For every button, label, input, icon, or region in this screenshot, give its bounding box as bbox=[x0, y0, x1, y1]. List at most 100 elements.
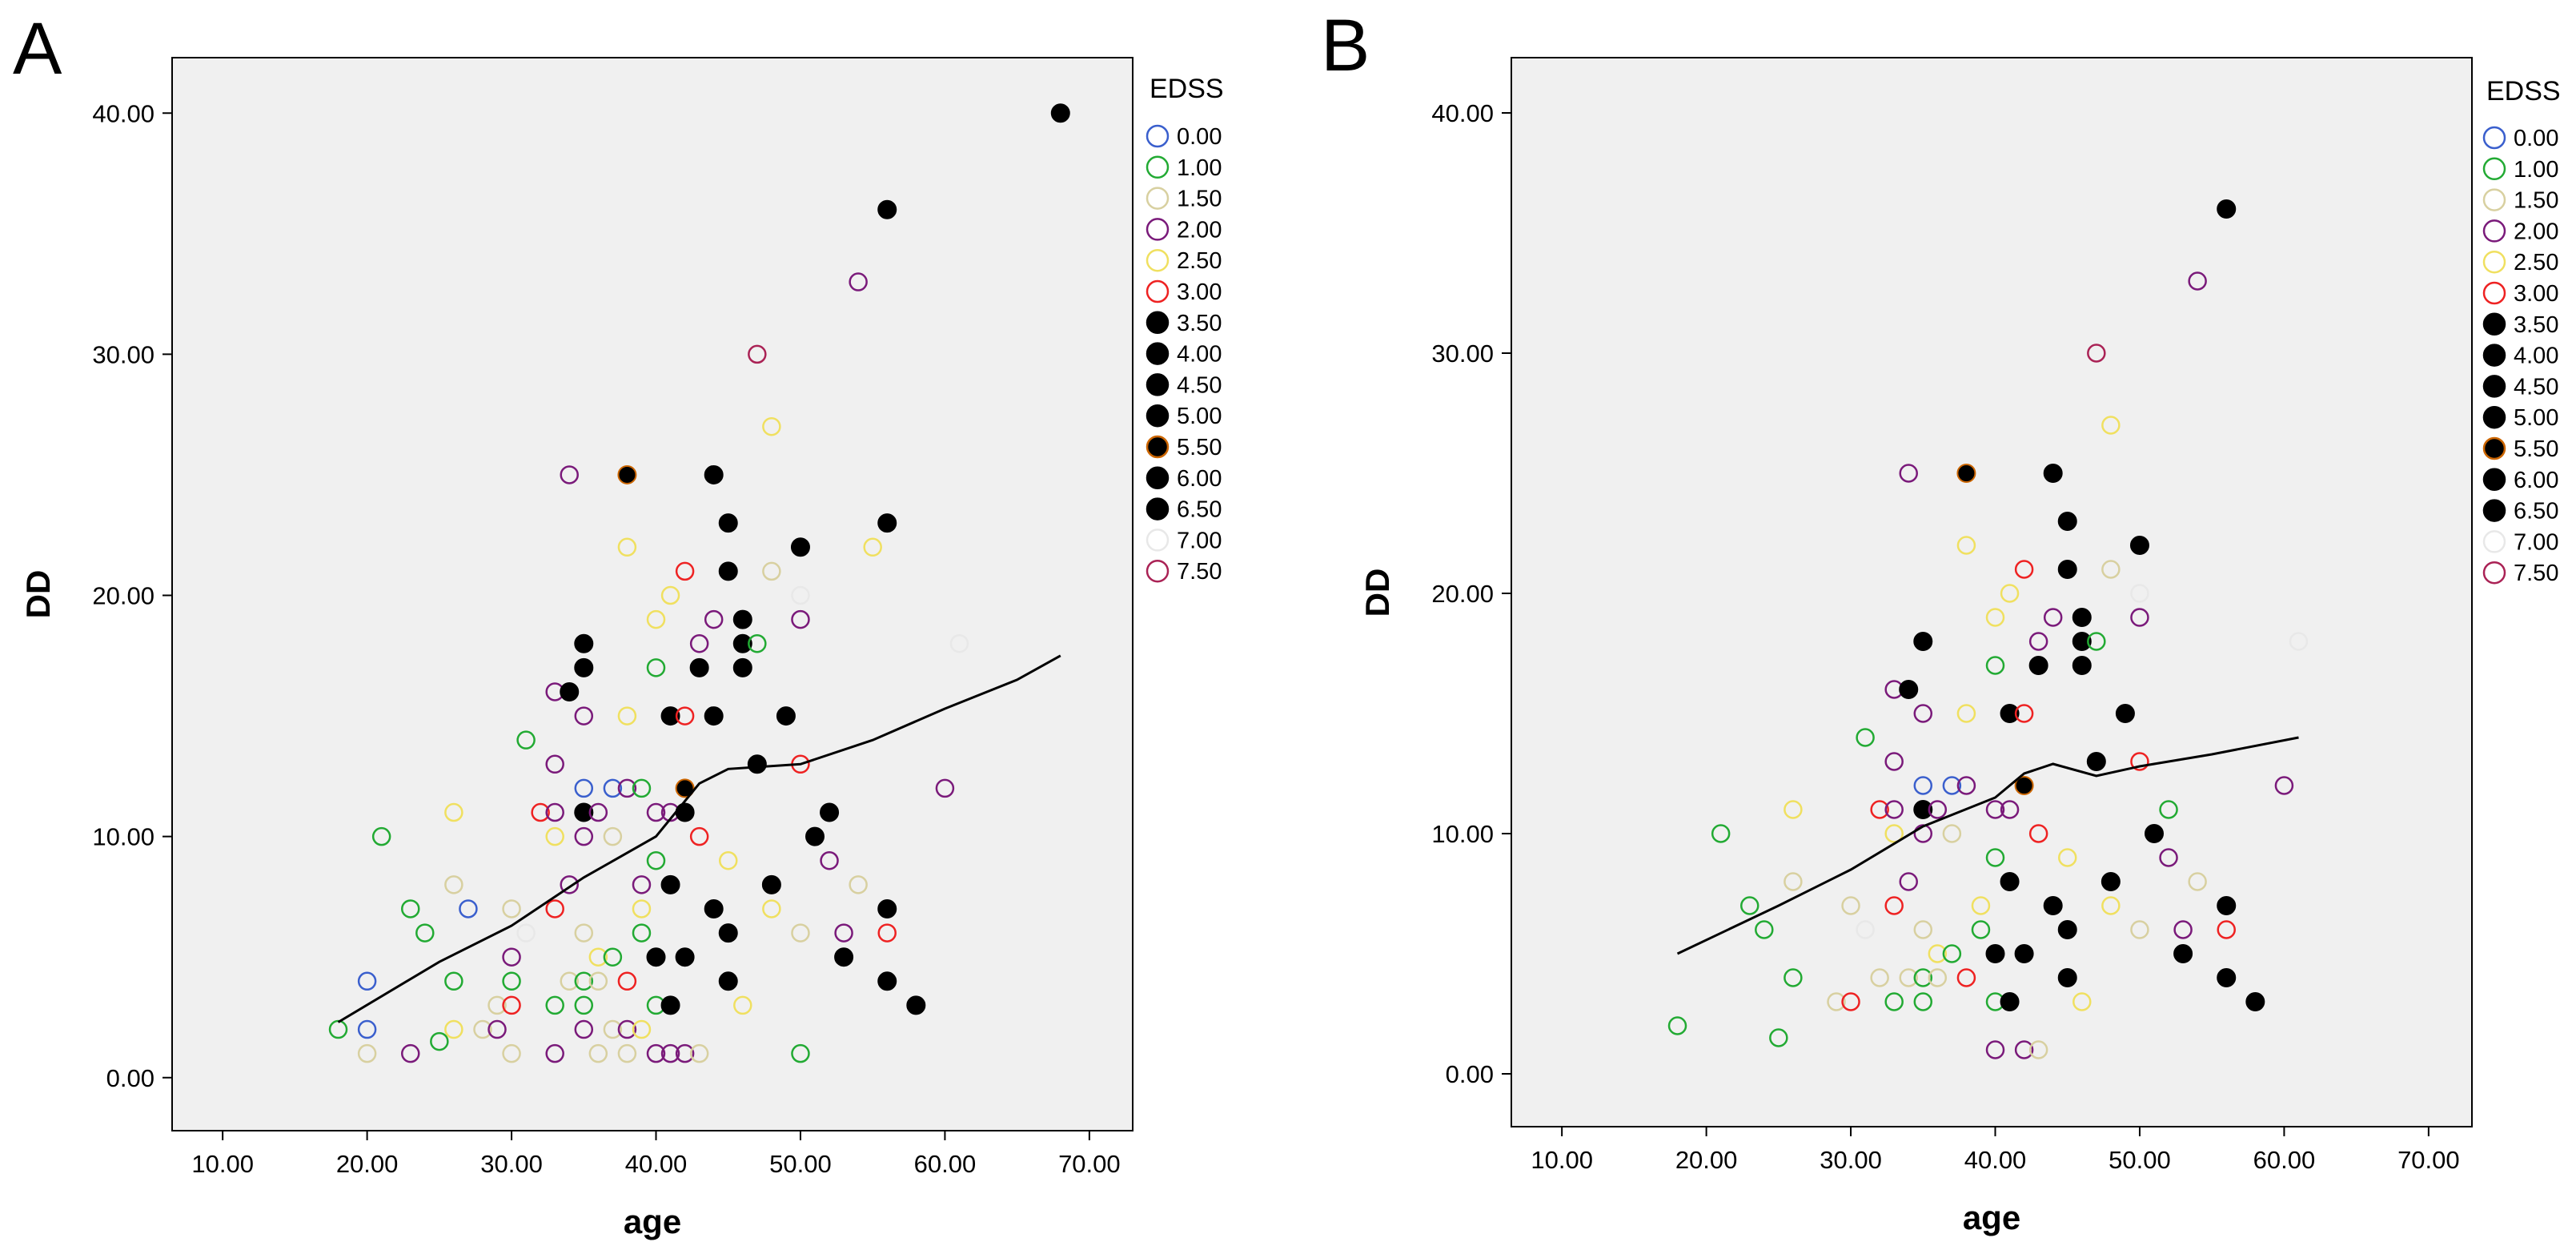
legend-label: 7.50 bbox=[1177, 559, 1222, 585]
data-point bbox=[574, 778, 594, 798]
data-point bbox=[2028, 656, 2048, 675]
data-point bbox=[632, 778, 652, 798]
legend-marker bbox=[1146, 404, 1170, 428]
data-point bbox=[400, 899, 420, 918]
y-tick-label: 10.00 bbox=[1431, 820, 1494, 848]
data-point bbox=[603, 778, 623, 798]
data-point bbox=[2057, 920, 2077, 939]
legend-marker bbox=[2482, 344, 2506, 367]
fit-line-a bbox=[337, 654, 1061, 1023]
data-point bbox=[2000, 800, 2020, 819]
legend-marker bbox=[1146, 497, 1170, 520]
legend-marker bbox=[2482, 281, 2506, 305]
data-point bbox=[2072, 992, 2092, 1011]
plot-area-a bbox=[171, 57, 1134, 1131]
data-point bbox=[877, 513, 897, 533]
x-tick-label: 30.00 bbox=[1820, 1146, 1882, 1174]
data-point bbox=[632, 899, 652, 918]
data-point bbox=[1884, 896, 1904, 915]
data-point bbox=[704, 706, 724, 726]
data-point bbox=[733, 995, 752, 1015]
legend-label: 1.50 bbox=[2514, 188, 2558, 214]
data-point bbox=[761, 874, 781, 894]
data-point bbox=[1841, 992, 1860, 1011]
data-point bbox=[1913, 920, 1933, 939]
legend-label: 7.50 bbox=[2514, 561, 2558, 586]
legend-label: 6.00 bbox=[2514, 468, 2558, 493]
data-point bbox=[545, 1043, 564, 1063]
data-point bbox=[1985, 1040, 2005, 1059]
legend-marker bbox=[2482, 312, 2506, 336]
data-point bbox=[488, 995, 507, 1015]
data-point bbox=[1711, 824, 1731, 843]
data-point bbox=[1899, 968, 1918, 987]
x-tick-label: 50.00 bbox=[769, 1150, 832, 1178]
data-point bbox=[2014, 776, 2034, 795]
y-axis-ticks-a: 0.00 10.00 20.00 30.00 40.00 bbox=[92, 99, 172, 1092]
data-point bbox=[1884, 824, 1904, 843]
data-point bbox=[1942, 824, 1962, 843]
data-point bbox=[877, 971, 897, 991]
data-point bbox=[704, 464, 724, 484]
data-point bbox=[1956, 464, 1976, 483]
legend-marker bbox=[1146, 342, 1170, 365]
data-point bbox=[1884, 800, 1904, 819]
data-point bbox=[545, 802, 564, 822]
data-point bbox=[863, 537, 882, 557]
x-tick-label: 10.00 bbox=[1531, 1146, 1593, 1174]
data-point bbox=[2115, 704, 2135, 723]
y-tick-label: 0.00 bbox=[106, 1064, 154, 1092]
data-point bbox=[1913, 632, 1933, 651]
data-point bbox=[2000, 584, 2020, 603]
data-point bbox=[718, 971, 738, 991]
data-point bbox=[1913, 704, 1933, 723]
legend-label: 4.00 bbox=[1177, 342, 1222, 368]
data-point bbox=[1913, 968, 1933, 987]
data-point bbox=[2014, 704, 2034, 723]
data-point bbox=[935, 778, 955, 798]
data-point bbox=[849, 272, 868, 291]
legend-label: 7.00 bbox=[2514, 529, 2558, 555]
data-point bbox=[357, 971, 377, 991]
legend-marker bbox=[1146, 435, 1170, 459]
data-point bbox=[588, 971, 608, 991]
data-point bbox=[1956, 536, 1976, 555]
legend-label: 2.00 bbox=[2514, 219, 2558, 244]
legend-label: 4.50 bbox=[1177, 372, 1222, 398]
data-point bbox=[732, 609, 752, 629]
data-point bbox=[689, 826, 709, 846]
legend-label: 7.00 bbox=[1177, 528, 1222, 553]
x-tick-label: 70.00 bbox=[2397, 1146, 2460, 1174]
data-point bbox=[617, 1019, 637, 1039]
legend-label: 3.00 bbox=[1177, 279, 1222, 305]
x-tick-label: 60.00 bbox=[914, 1150, 977, 1178]
x-tick-label: 20.00 bbox=[1675, 1146, 1738, 1174]
data-point bbox=[1985, 800, 2005, 819]
legend-marker bbox=[2482, 188, 2506, 211]
data-point bbox=[617, 537, 637, 557]
data-point bbox=[747, 754, 767, 774]
data-point bbox=[1971, 920, 1991, 939]
x-tick-label: 20.00 bbox=[336, 1150, 399, 1178]
data-point bbox=[646, 850, 666, 870]
data-point bbox=[2043, 896, 2063, 915]
data-point bbox=[732, 633, 752, 653]
data-point bbox=[1899, 464, 1918, 483]
data-point bbox=[2086, 752, 2106, 771]
legend-label: 6.50 bbox=[2514, 499, 2558, 525]
data-point bbox=[689, 1043, 709, 1063]
data-point bbox=[632, 1019, 652, 1039]
y-tick-label: 30.00 bbox=[92, 340, 154, 368]
data-point bbox=[2101, 896, 2121, 915]
data-point bbox=[2000, 704, 2020, 723]
data-point bbox=[1956, 776, 1976, 795]
legend-marker bbox=[2482, 436, 2506, 460]
legend-marker bbox=[1146, 311, 1170, 335]
legend-b: EDSS 0.00 1.00 1.50 2.00 2.50 3.00 3.50 4.00 4.50… bbox=[2482, 76, 2561, 586]
y-axis-ticks-b: 0.00 10.00 20.00 30.00 40.00 bbox=[1431, 99, 1511, 1088]
data-point bbox=[2101, 872, 2121, 891]
data-point bbox=[2145, 824, 2165, 843]
data-point bbox=[1884, 752, 1904, 771]
y-tick-label: 30.00 bbox=[1431, 340, 1494, 368]
legend-label: 5.00 bbox=[1177, 404, 1222, 429]
